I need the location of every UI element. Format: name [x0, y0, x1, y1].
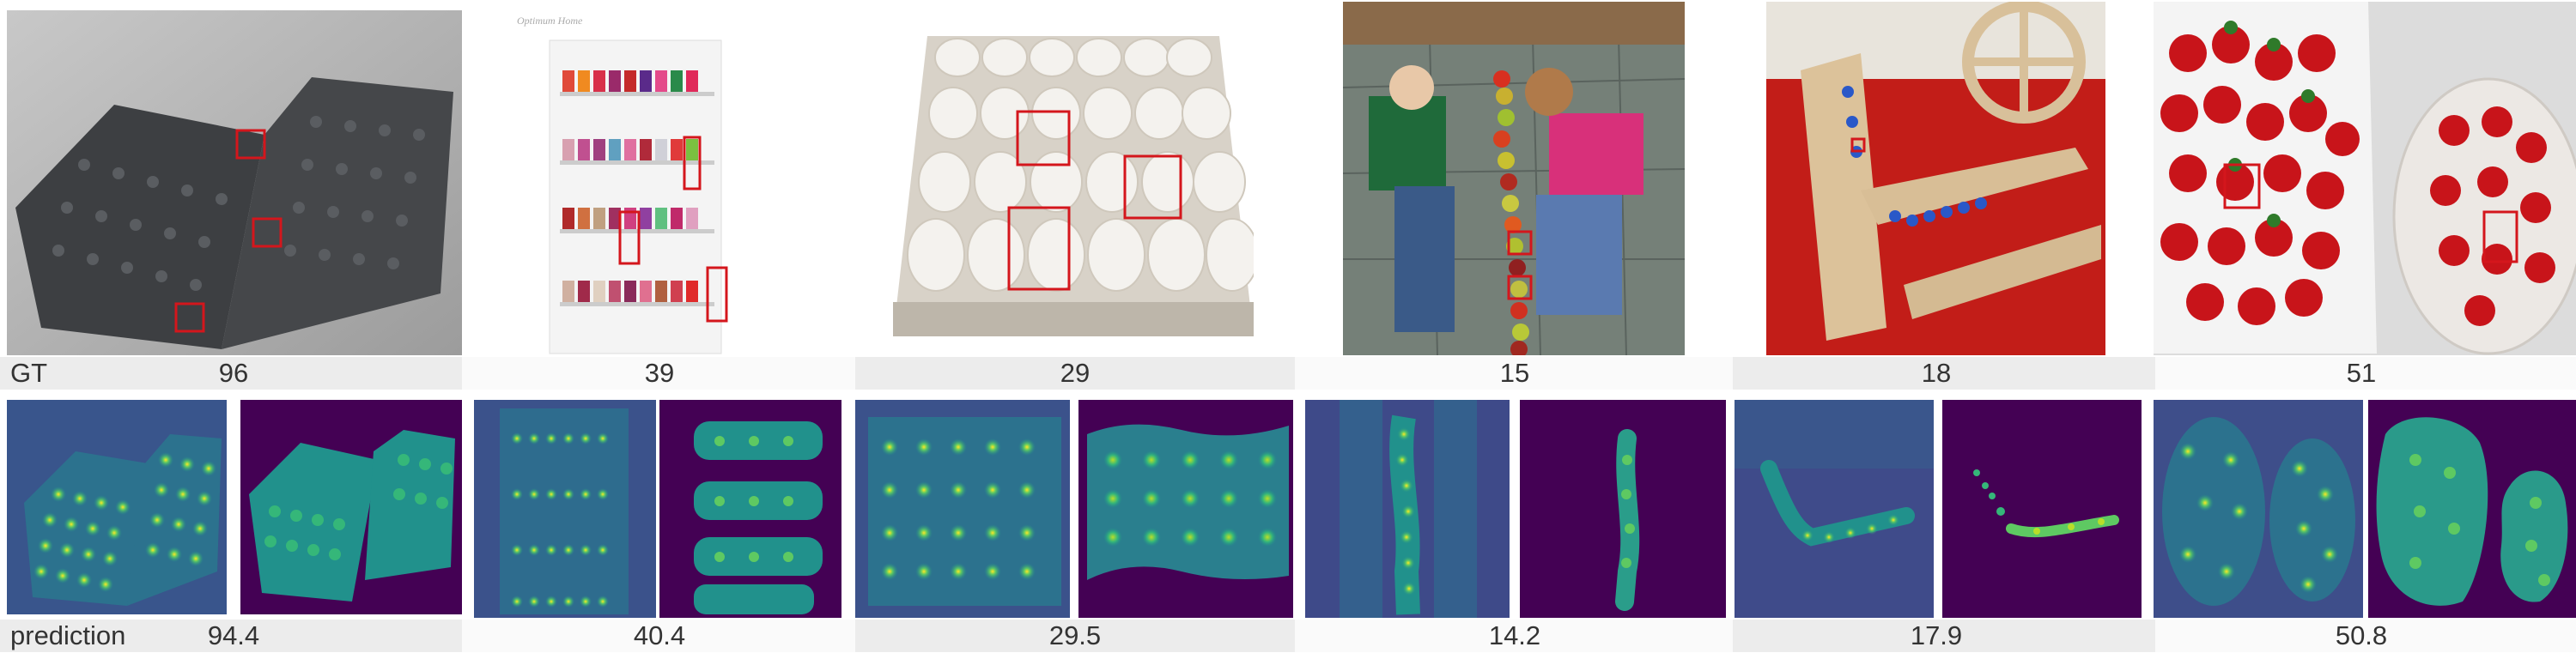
- watermark-text: Optimum Home: [517, 15, 583, 27]
- prediction-count: 40.4: [633, 620, 686, 650]
- prediction-count: 29.5: [1048, 620, 1102, 650]
- density-map-coarse: [855, 400, 1070, 618]
- density-map-refined: [659, 400, 841, 618]
- gt-band-segment: [1295, 357, 1733, 390]
- gt-band-segment: [2155, 357, 2576, 390]
- gt-band-segment: [462, 357, 855, 390]
- density-map-coarse: [7, 400, 227, 614]
- photo-kids-and-apples: [1343, 2, 1685, 355]
- density-map-refined: [2368, 400, 2576, 618]
- prediction-band-segment: [2155, 620, 2576, 652]
- prediction-band-segment: [1733, 620, 2155, 652]
- prediction-count: 17.9: [1910, 620, 1963, 650]
- prediction-band-segment: [0, 620, 462, 652]
- prediction-count: 14.2: [1488, 620, 1541, 650]
- prediction-count: 50.8: [2335, 620, 2388, 650]
- prediction-band-segment: [1295, 620, 1733, 652]
- density-map-refined: [240, 400, 462, 614]
- gt-row-label: GT: [10, 358, 48, 388]
- gt-count: 18: [1921, 358, 1952, 388]
- density-map-refined: [1078, 400, 1293, 618]
- photo-strawberries: [2154, 2, 2576, 355]
- prediction-row-label: prediction: [10, 620, 126, 650]
- density-map-refined: [1942, 400, 2142, 618]
- density-map-coarse: [1735, 400, 1934, 618]
- gt-count: 96: [218, 358, 249, 388]
- photo-nail-polish-rack: Optimum Home: [507, 10, 781, 355]
- density-map-coarse: [2154, 400, 2363, 618]
- prediction-band-segment: [855, 620, 1295, 652]
- gt-band-segment: [1733, 357, 2155, 390]
- photo-lego-plates: [7, 10, 462, 355]
- gt-band-segment: [855, 357, 1295, 390]
- gt-count: 51: [2346, 358, 2377, 388]
- gt-count: 39: [644, 358, 675, 388]
- gt-count: 15: [1499, 358, 1530, 388]
- density-map-refined: [1520, 400, 1726, 618]
- density-map-coarse: [1305, 400, 1510, 618]
- photo-egg-tray: [876, 10, 1254, 355]
- gt-band-segment: [0, 357, 462, 390]
- density-map-coarse: [474, 400, 656, 618]
- prediction-band-segment: [462, 620, 855, 652]
- gt-count: 29: [1060, 358, 1091, 388]
- photo-marble-machine: [1766, 2, 2105, 355]
- prediction-count: 94.4: [207, 620, 260, 650]
